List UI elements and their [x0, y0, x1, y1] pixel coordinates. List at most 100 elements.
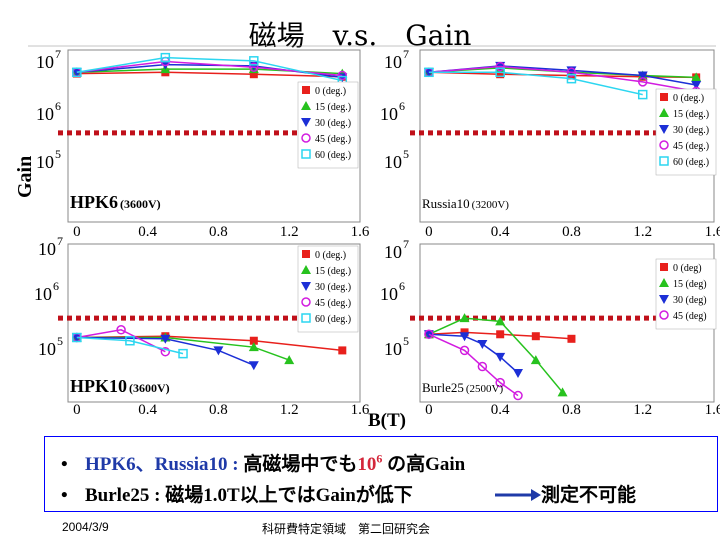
data-point-deg45 — [477, 361, 488, 372]
y-tick-exponent: 6 — [55, 99, 61, 113]
x-tick-label: 0.8 — [209, 224, 228, 240]
y-tick-exponent: 7 — [403, 237, 409, 251]
y-tick-exponent: 6 — [399, 99, 405, 113]
bullet-mark: • — [61, 454, 68, 475]
data-point-deg30 — [513, 368, 523, 378]
legend-marker-deg30 — [659, 125, 669, 134]
x-axis-label: B(T) — [368, 410, 406, 431]
data-point-deg15 — [284, 355, 295, 365]
data-point-deg60 — [72, 67, 82, 78]
y-tick-exponent: 5 — [55, 147, 61, 161]
data-point-deg15 — [459, 313, 470, 323]
legend-label: 15 (deg.) — [673, 109, 709, 120]
legend-label: 45 (deg.) — [315, 134, 351, 145]
x-tick-label: 0.8 — [562, 402, 581, 418]
data-point-deg0 — [338, 346, 347, 355]
series-line-deg45 — [428, 65, 697, 93]
data-point-deg30 — [459, 332, 470, 342]
data-point-deg60 — [160, 52, 171, 63]
data-point-deg45 — [566, 67, 577, 78]
data-point-deg30 — [477, 339, 488, 349]
x-tick-label: 1.6 — [705, 224, 720, 240]
series-line-deg60 — [76, 336, 184, 355]
legend-marker-deg0 — [660, 93, 668, 101]
legend-label: 15 (deg.) — [315, 102, 351, 113]
data-point-deg15 — [530, 355, 541, 365]
data-point-deg45 — [459, 345, 470, 356]
data-point-deg45 — [249, 62, 259, 72]
y-tick-label: 10 — [384, 339, 402, 359]
data-point-deg15 — [691, 72, 702, 82]
y-tick-label: 10 — [36, 104, 54, 124]
data-point-deg45 — [160, 346, 171, 357]
data-point-deg30 — [691, 81, 702, 91]
chart-voltage: (2500V) — [466, 383, 504, 395]
y-tick-label: 10 — [38, 339, 56, 359]
x-tick-label: 1.2 — [280, 402, 299, 418]
legend-label: 0 (deg.) — [315, 250, 346, 261]
x-tick-label: 0 — [425, 224, 433, 240]
legend-label: 45 (deg) — [673, 311, 707, 322]
legend-marker-deg15 — [659, 108, 669, 117]
data-point-deg45 — [495, 61, 505, 72]
x-tick-label: 0.8 — [209, 402, 228, 418]
chart-name: Burle25 — [422, 380, 464, 395]
x-tick-label: 1.2 — [633, 402, 652, 418]
legend-marker-deg45 — [301, 133, 311, 143]
y-tick-label: 10 — [38, 239, 56, 259]
y-tick-exponent: 6 — [399, 279, 405, 293]
data-point-deg60 — [637, 89, 648, 100]
chart-name: HPK6 — [70, 192, 118, 212]
y-tick-label: 10 — [380, 104, 398, 124]
data-point-deg60 — [72, 332, 82, 343]
legend-label: 15 (deg) — [673, 279, 707, 290]
legend-marker-deg0 — [302, 86, 310, 94]
data-point-deg60 — [424, 67, 434, 78]
y-tick-exponent: 7 — [57, 234, 63, 248]
unmeasurable-label: 測定不可能 — [541, 485, 637, 506]
data-point-deg45 — [424, 329, 434, 340]
data-point-deg15 — [495, 316, 506, 326]
x-tick-label: 1.2 — [633, 224, 652, 240]
chart-name: Russia10 — [422, 196, 470, 211]
legend-marker-deg45 — [659, 140, 669, 150]
plot-frame — [67, 49, 361, 223]
data-point-deg30 — [71, 68, 82, 78]
arrow-icon — [495, 489, 541, 501]
y-tick-label: 10 — [36, 152, 54, 172]
bullet-mark: • — [61, 485, 68, 506]
series-line-deg0 — [76, 71, 343, 78]
legend-label: 60 (deg.) — [315, 314, 351, 325]
bullet1-part4: の高Gain — [382, 454, 466, 475]
bullet2-part0: Burle25 : 磁場1.0T以上ではGainが低下 — [85, 485, 413, 506]
data-point-deg30 — [248, 361, 259, 371]
legend-marker-deg45 — [659, 310, 669, 320]
y-tick-exponent: 5 — [403, 334, 409, 348]
x-tick-label: 0 — [73, 224, 81, 240]
legend-marker-deg45 — [301, 297, 311, 307]
data-point-deg0 — [249, 70, 258, 79]
data-point-deg45 — [116, 325, 126, 335]
x-tick-label: 0.4 — [138, 402, 157, 418]
data-point-deg45 — [495, 377, 505, 388]
data-point-deg60 — [178, 348, 188, 359]
legend-label: 30 (deg.) — [673, 125, 709, 136]
bullet1-part3: 6 — [376, 451, 383, 466]
data-point-deg60 — [125, 335, 135, 346]
data-point-deg15 — [557, 387, 568, 397]
footer-meeting: 科研費特定領域 第二回研究会 — [262, 522, 431, 536]
chart-voltage: (3200V) — [472, 199, 510, 211]
legend-label: 45 (deg.) — [315, 298, 351, 309]
footer-date: 2004/3/9 — [62, 520, 109, 534]
legend-marker-deg60 — [301, 313, 311, 323]
x-tick-label: 0.4 — [491, 402, 510, 418]
chart-voltage: (3600V) — [120, 197, 161, 211]
series-line-deg45 — [76, 328, 166, 353]
plot-frame — [67, 243, 361, 403]
x-tick-label: 0.4 — [491, 224, 510, 240]
y-tick-label: 10 — [380, 284, 398, 304]
legend-label: 0 (deg) — [673, 263, 702, 274]
y-tick-label: 10 — [384, 242, 402, 262]
legend-label: 30 (deg.) — [315, 282, 351, 293]
